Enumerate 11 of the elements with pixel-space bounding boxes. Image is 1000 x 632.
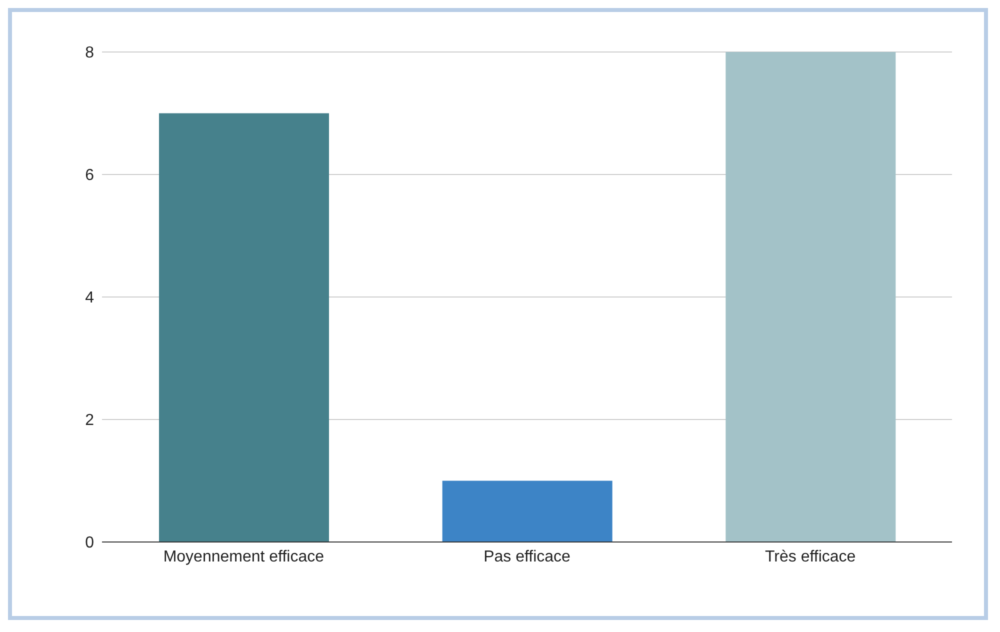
- y-tick-label: 0: [85, 534, 94, 552]
- y-tick-label: 6: [85, 167, 94, 184]
- x-tick-label: Moyennement efficace: [163, 548, 324, 566]
- y-tick-label: 8: [85, 44, 94, 62]
- y-tick-label: 2: [85, 412, 94, 430]
- x-tick-label: Très efficace: [764, 548, 856, 566]
- bar: [442, 480, 612, 542]
- bar: [726, 52, 896, 542]
- bar: [159, 113, 329, 542]
- y-tick-label: 4: [85, 290, 94, 307]
- x-tick-label: Pas efficace: [484, 548, 571, 566]
